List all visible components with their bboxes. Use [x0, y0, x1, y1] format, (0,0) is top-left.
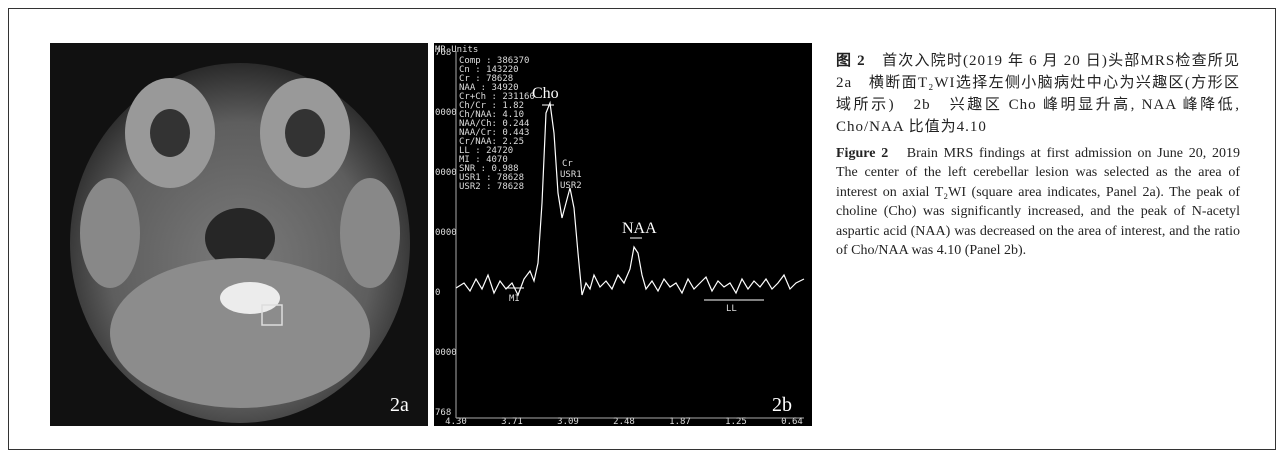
peak-label: USR1	[560, 170, 582, 180]
caption-label: Figure 2	[836, 146, 888, 161]
y-label: 768	[435, 48, 451, 58]
caption-text: 首次入院时(2019 年 6 月 20 日)头部MRS检查所见 2a 横断面T₂…	[836, 53, 1256, 135]
orbit-inner	[285, 109, 325, 157]
peak-label: MI	[509, 294, 520, 304]
x-label: 2.48	[613, 417, 635, 426]
caption: 图 2 首次入院时(2019 年 6 月 20 日)头部MRS检查所见 2a 横…	[836, 50, 1240, 260]
orbit-inner	[150, 109, 190, 157]
y-label: 0000	[435, 228, 457, 238]
x-label: 1.25	[725, 417, 747, 426]
peak-label: NAA	[622, 220, 657, 237]
temporal	[80, 178, 140, 288]
temporal	[340, 178, 400, 288]
mri-image: 2a	[50, 43, 428, 426]
metric: USR2 : 78628	[459, 182, 524, 192]
peak-label: Cho	[532, 85, 559, 102]
panel-label: 2b	[772, 394, 792, 416]
panel-label: 2a	[390, 394, 409, 416]
y-label: 0000	[435, 108, 457, 118]
y-label: 0000	[435, 168, 457, 178]
lesion	[220, 282, 280, 314]
x-label: 0.64	[781, 417, 803, 426]
caption-zh: 图 2 首次入院时(2019 年 6 月 20 日)头部MRS检查所见 2a 横…	[836, 50, 1240, 138]
y-label: 0000	[435, 348, 457, 358]
cerebellum	[110, 258, 370, 408]
caption-en: Figure 2 Brain MRS findings at first adm…	[836, 144, 1240, 260]
x-label: 1.87	[669, 417, 691, 426]
caption-text: Brain MRS findings at first admission on…	[836, 146, 1254, 258]
x-label: 3.71	[501, 417, 523, 426]
peak-label: LL	[726, 304, 737, 314]
peak-label: Cr	[562, 159, 573, 169]
x-label: 3.09	[557, 417, 579, 426]
caption-label: 图 2	[836, 53, 866, 69]
x-label: 4.30	[445, 417, 467, 426]
peak-label: USR2	[560, 181, 582, 191]
y-label: 0	[435, 288, 440, 298]
